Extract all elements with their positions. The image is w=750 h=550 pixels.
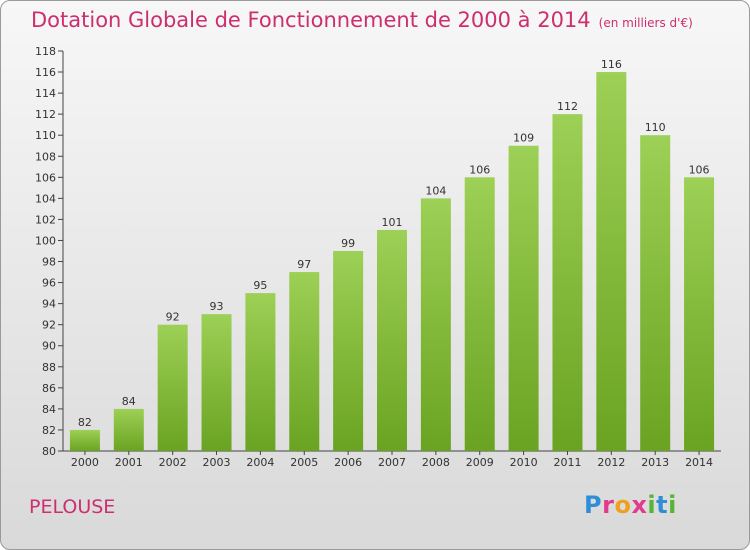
x-tick-label: 2013 — [641, 456, 669, 469]
bar — [245, 293, 276, 451]
proxiti-logo: Proxiti — [584, 491, 677, 519]
bar-value-label: 97 — [297, 258, 311, 271]
x-tick-label: 2014 — [685, 456, 713, 469]
bar-value-label: 106 — [469, 163, 490, 176]
y-tick-label: 100 — [35, 234, 56, 247]
x-tick-label: 2012 — [597, 456, 625, 469]
x-tick-label: 2004 — [246, 456, 274, 469]
y-tick-label: 88 — [42, 361, 56, 374]
y-tick-label: 112 — [35, 108, 56, 121]
bar — [684, 177, 715, 451]
y-tick-label: 90 — [42, 340, 56, 353]
logo-letter: r — [602, 491, 615, 519]
bar-value-label: 109 — [513, 132, 534, 145]
x-tick-label: 2000 — [71, 456, 99, 469]
bar — [69, 429, 100, 451]
chart-title-text: Dotation Globale de Fonctionnement de 20… — [31, 8, 591, 32]
bar-value-label: 99 — [341, 237, 355, 250]
bar-value-label: 112 — [557, 100, 578, 113]
y-tick-label: 114 — [35, 87, 56, 100]
logo-letter: x — [631, 491, 648, 519]
y-tick-label: 118 — [35, 45, 56, 58]
y-tick-label: 94 — [42, 298, 56, 311]
bar — [201, 314, 232, 451]
x-tick-label: 2010 — [510, 456, 538, 469]
bar — [596, 72, 627, 451]
bar — [377, 229, 407, 451]
bar-value-label: 116 — [601, 58, 622, 71]
x-tick-label: 2009 — [466, 456, 494, 469]
x-tick-label: 2011 — [553, 456, 581, 469]
y-tick-label: 96 — [42, 277, 56, 290]
logo-letter: P — [584, 491, 603, 519]
bar-value-label: 93 — [210, 300, 224, 313]
x-tick-label: 2003 — [203, 456, 231, 469]
y-tick-label: 82 — [42, 424, 56, 437]
x-tick-label: 2006 — [334, 456, 362, 469]
y-tick-label: 108 — [35, 150, 56, 163]
bar — [420, 198, 451, 451]
bar-value-label: 82 — [78, 416, 92, 429]
y-tick-label: 116 — [35, 66, 56, 79]
bar-value-label: 84 — [122, 395, 136, 408]
y-tick-label: 106 — [35, 171, 56, 184]
x-tick-label: 2008 — [422, 456, 450, 469]
x-tick-label: 2002 — [159, 456, 187, 469]
y-tick-label: 80 — [42, 445, 56, 458]
x-tick-label: 2005 — [290, 456, 318, 469]
bar — [552, 114, 583, 451]
y-tick-label: 92 — [42, 319, 56, 332]
logo-letter: t — [656, 491, 669, 519]
y-tick-label: 110 — [35, 129, 56, 142]
chart-title: Dotation Globale de Fonctionnement de 20… — [31, 8, 693, 32]
bar — [333, 251, 364, 451]
bar — [157, 324, 188, 451]
bar — [113, 408, 144, 451]
logo-letter: o — [614, 491, 632, 519]
y-tick-label: 98 — [42, 256, 56, 269]
x-tick-label: 2007 — [378, 456, 406, 469]
bar-value-label: 101 — [382, 216, 403, 229]
bar-value-label: 92 — [166, 311, 180, 324]
logo-letter: i — [668, 491, 677, 519]
y-tick-label: 104 — [35, 192, 56, 205]
bar-value-label: 95 — [253, 279, 267, 292]
bar-value-label: 106 — [689, 163, 710, 176]
commune-name: PELOUSE — [29, 496, 116, 518]
bar — [464, 177, 495, 451]
bar — [289, 272, 320, 451]
y-tick-label: 102 — [35, 213, 56, 226]
bar — [640, 135, 671, 452]
y-tick-label: 84 — [42, 403, 56, 416]
x-tick-label: 2001 — [115, 456, 143, 469]
bar-value-label: 110 — [645, 121, 666, 134]
chart-unit-label: (en milliers d'€) — [598, 16, 693, 30]
bar — [508, 145, 539, 451]
y-tick-label: 86 — [42, 382, 56, 395]
bar-value-label: 104 — [425, 184, 446, 197]
logo-letter: i — [647, 491, 657, 519]
